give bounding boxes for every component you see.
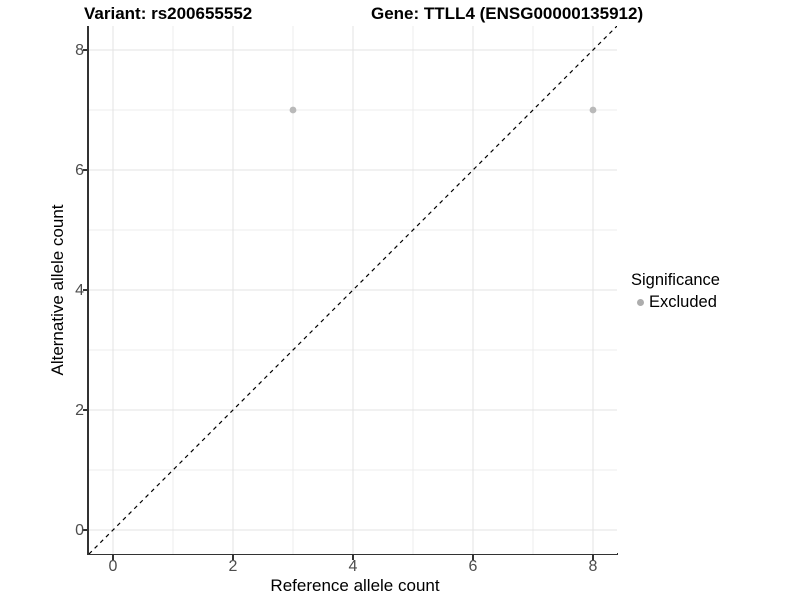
y-tick-mark (82, 409, 88, 411)
x-tick-label: 8 (588, 558, 598, 575)
data-point (589, 106, 597, 114)
x-tick-label: 4 (348, 558, 358, 575)
x-tick-mark (112, 555, 114, 560)
y-tick-label: 4 (75, 281, 84, 299)
variant-title: Variant: rs200655552 (84, 4, 253, 23)
y-tick-mark (82, 289, 88, 291)
plot-panel (88, 25, 618, 555)
y-tick-label: 0 (75, 521, 84, 539)
x-axis-line (87, 553, 618, 555)
legend-title: Significance (631, 271, 720, 289)
x-tick-label: 6 (468, 558, 478, 575)
y-tick-mark (82, 49, 88, 51)
x-tick-mark (472, 555, 474, 560)
plot-canvas (88, 25, 618, 555)
x-tick-mark (232, 555, 234, 560)
y-tick-mark (82, 529, 88, 531)
y-tick-label: 2 (75, 401, 84, 419)
legend-point-icon (637, 299, 644, 306)
legend-item-label: Excluded (649, 293, 717, 311)
x-axis-title: Reference allele count (270, 576, 440, 595)
x-tick-mark (592, 555, 594, 560)
x-tick-label: 0 (108, 558, 118, 575)
x-tick-label: 2 (228, 558, 238, 575)
y-axis-title: Alternative allele count (48, 204, 67, 376)
y-axis-line (87, 26, 89, 555)
y-tick-mark (82, 169, 88, 171)
data-point (289, 106, 297, 114)
legend-item-excluded: Excluded (637, 293, 720, 312)
x-tick-mark (352, 555, 354, 560)
y-tick-label: 6 (75, 161, 84, 179)
y-tick-label: 8 (75, 41, 84, 59)
gene-title: Gene: TTLL4 (ENSG00000135912) (371, 4, 644, 23)
legend: Significance Excluded (631, 271, 720, 312)
